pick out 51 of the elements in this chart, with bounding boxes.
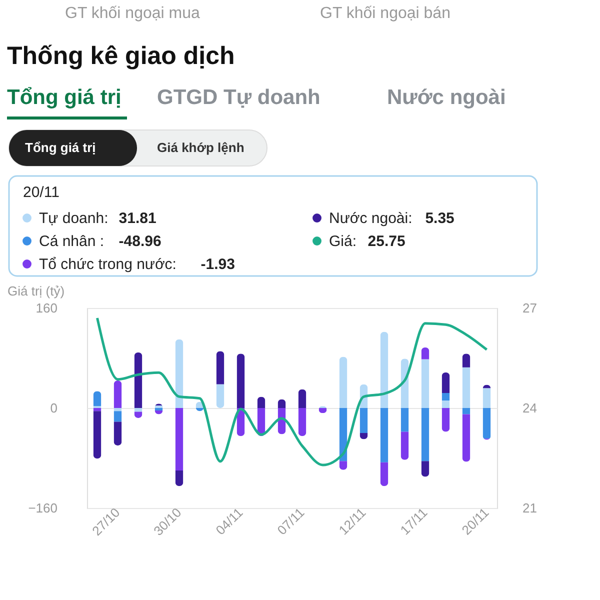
text: -1.93	[200, 256, 236, 273]
bar	[380, 408, 388, 462]
bar	[462, 414, 470, 462]
bar	[216, 351, 224, 384]
text: 31.81	[118, 210, 156, 227]
bar	[134, 408, 142, 412]
bar	[114, 411, 122, 422]
text: -48.96	[118, 233, 162, 250]
bar	[421, 359, 430, 408]
bar	[400, 408, 409, 432]
text: GT khối ngoại mua	[65, 5, 200, 22]
bar	[114, 380, 122, 408]
bar	[236, 354, 245, 408]
legend-label: Tổ chức trong nước:	[39, 256, 176, 273]
bar	[482, 408, 491, 439]
bar	[93, 411, 102, 459]
chart-title: Thống kê giao dịch	[7, 42, 235, 70]
bar	[421, 408, 430, 462]
bar	[462, 408, 470, 414]
line-series	[96, 316, 488, 466]
bar	[339, 356, 348, 408]
text: 5.35	[425, 210, 454, 227]
legend-label: Nước ngoài:	[329, 210, 412, 227]
bar	[442, 408, 450, 432]
text: GTGD Tự doanh	[157, 86, 320, 109]
bar	[114, 408, 122, 412]
bar	[93, 408, 102, 412]
bar	[360, 408, 368, 433]
y2-tick-label: 27	[522, 300, 537, 316]
bar	[175, 408, 184, 470]
category-label: 20/11	[23, 184, 60, 201]
y2-tick-label: 21	[522, 500, 537, 516]
y-tick-label: −160	[28, 500, 58, 516]
y-axis-title: Giá trị (tỷ)	[8, 284, 65, 298]
text: 25.75	[368, 233, 406, 250]
legend-label: Giá:	[329, 233, 357, 250]
bar	[298, 408, 306, 436]
bar	[442, 400, 450, 408]
text: GT khối ngoại bán	[320, 5, 450, 22]
legend-label: Cá nhân :	[39, 233, 104, 250]
bar	[482, 388, 491, 408]
y-tick-label: 160	[36, 300, 58, 316]
text: Giá khớp lệnh	[157, 140, 244, 155]
y-tick-label: 0	[50, 400, 58, 416]
text: Nước ngoài	[387, 86, 506, 109]
text: Tổng giá trị	[7, 86, 122, 109]
y2-tick-label: 24	[522, 400, 537, 416]
legend-label: Tự doanh:	[39, 210, 108, 227]
text: Tổng giá trị	[25, 140, 96, 155]
bar	[442, 393, 450, 400]
bar	[462, 367, 470, 408]
